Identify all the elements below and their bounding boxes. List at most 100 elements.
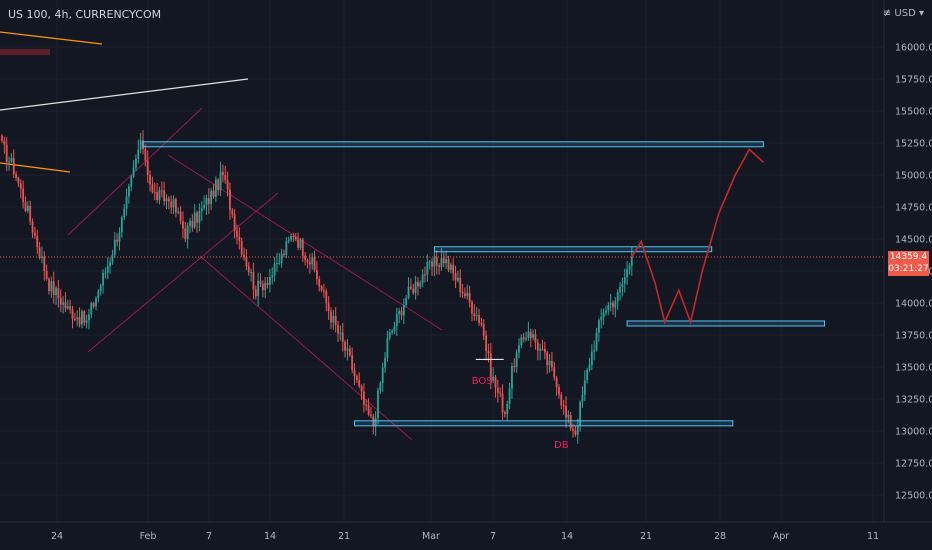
- time-axis[interactable]: 24 Feb 7 14 21 Mar 7 14 21 28 Apr 11: [0, 521, 932, 542]
- time-tick-label: 21: [338, 531, 350, 542]
- marker-block: [0, 49, 50, 55]
- candle-body: [198, 210, 201, 223]
- candle-body: [243, 254, 245, 258]
- candle-body: [400, 310, 403, 316]
- candle-body: [182, 221, 184, 229]
- candle-body: [90, 303, 93, 315]
- candle-body: [55, 288, 57, 295]
- candle-body: [207, 198, 210, 204]
- candle-body: [518, 345, 520, 353]
- time-tick-label: Feb: [140, 531, 157, 542]
- candle-body: [395, 313, 398, 327]
- candle-body: [224, 175, 227, 181]
- zone-box: [433, 246, 713, 253]
- candle-body: [534, 334, 537, 343]
- candle-body: [236, 230, 238, 237]
- candle-body: [583, 380, 586, 395]
- candle-body: [440, 258, 443, 268]
- candles-layer: [1, 130, 633, 444]
- candle-body: [34, 232, 36, 236]
- candle-body: [487, 351, 490, 354]
- candle-body: [616, 292, 619, 302]
- down-channel-lower: [199, 255, 413, 441]
- candle-body: [320, 286, 323, 291]
- candle-body: [116, 239, 119, 242]
- candle-body: [417, 281, 419, 287]
- candle-body: [97, 291, 100, 299]
- candle-body: [609, 302, 612, 306]
- candle-body: [560, 394, 563, 406]
- candle-body: [109, 261, 111, 267]
- candle-body: [363, 391, 365, 405]
- db-label: DB: [554, 440, 569, 451]
- up-channel-upper: [67, 107, 203, 236]
- candle-body: [377, 390, 379, 419]
- candle-body: [238, 236, 241, 241]
- candle-body: [8, 161, 10, 163]
- candle-body: [316, 270, 318, 280]
- candle-body: [120, 217, 123, 233]
- candle-body: [203, 205, 205, 208]
- candle-body: [621, 283, 624, 288]
- candle-body: [210, 190, 213, 204]
- price-tick-label: 12750.0: [895, 459, 932, 470]
- candle-body: [212, 190, 215, 197]
- candle-body: [586, 369, 589, 381]
- candle-body: [261, 284, 264, 291]
- candle-body: [299, 239, 302, 248]
- candle-body: [304, 255, 307, 260]
- candle-body: [492, 376, 495, 381]
- candle-body: [99, 285, 102, 292]
- candle-body: [81, 311, 83, 325]
- candle-body: [217, 179, 220, 191]
- candle-body: [233, 214, 236, 231]
- candle-body: [1, 135, 3, 141]
- candle-body: [393, 326, 396, 331]
- candle-body: [292, 236, 295, 238]
- candle-body: [15, 174, 17, 178]
- price-tick-label: 15500.0: [895, 107, 932, 118]
- candle-body: [595, 332, 598, 350]
- candle-body: [623, 277, 626, 284]
- last-price-tag: 14359.4 03:21:27: [888, 251, 929, 276]
- candle-body: [426, 262, 429, 275]
- candle-body: [428, 261, 431, 263]
- candle-body: [323, 290, 325, 292]
- bar-countdown: 03:21:27: [888, 264, 929, 274]
- candle-body: [548, 360, 551, 366]
- candle-body: [191, 220, 194, 228]
- candle-body: [165, 198, 168, 202]
- candle-body: [327, 303, 330, 312]
- candle-body: [271, 275, 274, 277]
- candle-body: [177, 211, 180, 213]
- candle-body: [64, 302, 67, 309]
- drawings-layer: [0, 31, 443, 441]
- candle-body: [104, 272, 107, 274]
- candle-body: [73, 318, 76, 320]
- price-tick-label: 13250.0: [895, 395, 932, 406]
- orange-trendline-top: [0, 31, 103, 45]
- candle-body: [172, 199, 175, 208]
- candle-body: [445, 259, 448, 264]
- candle-body: [3, 140, 6, 145]
- candle-body: [308, 262, 311, 265]
- symbol-title[interactable]: US 100, 4h, CURRENCYCOM: [8, 8, 162, 21]
- candle-body: [541, 348, 544, 350]
- candle-body: [402, 304, 405, 316]
- currency-label[interactable]: ≢ USD ▾: [882, 8, 924, 19]
- candle-body: [555, 377, 558, 387]
- candle-body: [43, 256, 46, 271]
- candle-body: [546, 352, 549, 366]
- candle-body: [449, 264, 452, 270]
- time-tick-label: 7: [490, 531, 496, 542]
- candle-body: [421, 274, 424, 283]
- price-tick-label: 13750.0: [895, 331, 932, 342]
- candle-body: [628, 266, 631, 270]
- candle-body: [69, 306, 72, 310]
- last-price-value: 14359.4: [889, 252, 928, 262]
- candle-body: [442, 258, 445, 264]
- candle-body: [184, 228, 187, 240]
- candle-body: [62, 302, 64, 305]
